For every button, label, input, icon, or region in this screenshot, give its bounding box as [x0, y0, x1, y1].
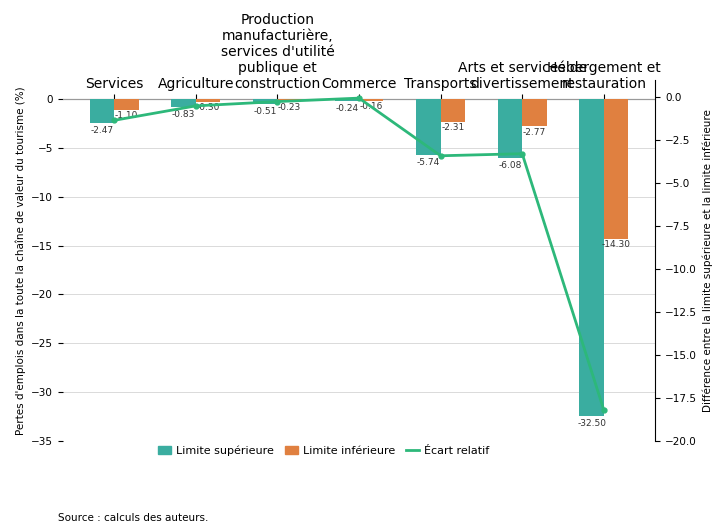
- Bar: [253, 99, 277, 104]
- Text: -32.50: -32.50: [577, 419, 606, 428]
- Y-axis label: Pertes d'emplois dans la toute la chaîne de valeur du tourisme (%): Pertes d'emplois dans la toute la chaîne…: [15, 86, 25, 434]
- Bar: [196, 99, 221, 102]
- Text: -0.51: -0.51: [253, 107, 277, 116]
- Bar: [114, 99, 138, 110]
- Bar: [90, 99, 114, 123]
- Bar: [604, 99, 628, 239]
- Text: -0.24: -0.24: [335, 104, 358, 113]
- Text: -2.31: -2.31: [441, 123, 464, 132]
- Bar: [359, 99, 384, 100]
- Text: -0.23: -0.23: [278, 103, 301, 112]
- Bar: [522, 99, 547, 126]
- Bar: [277, 99, 302, 102]
- Text: -1.10: -1.10: [115, 112, 138, 120]
- Legend: Limite supérieure, Limite inférieure, Écart relatif: Limite supérieure, Limite inférieure, Éc…: [154, 441, 494, 461]
- Text: Source : calculs des auteurs.: Source : calculs des auteurs.: [58, 513, 209, 523]
- Text: -6.08: -6.08: [498, 161, 522, 170]
- Text: -14.30: -14.30: [601, 240, 630, 249]
- Text: -2.47: -2.47: [90, 126, 114, 135]
- Text: -0.30: -0.30: [197, 104, 220, 113]
- Bar: [416, 99, 440, 155]
- Bar: [171, 99, 196, 107]
- Text: -0.16: -0.16: [360, 102, 383, 111]
- Bar: [579, 99, 604, 417]
- Text: -5.74: -5.74: [416, 158, 440, 167]
- Text: -2.77: -2.77: [523, 128, 546, 137]
- Bar: [498, 99, 522, 158]
- Text: -0.83: -0.83: [172, 110, 195, 119]
- Y-axis label: Différence entre la limite supérieure et la limite inférieure: Différence entre la limite supérieure et…: [703, 109, 713, 412]
- Bar: [335, 99, 359, 102]
- Bar: [440, 99, 465, 122]
